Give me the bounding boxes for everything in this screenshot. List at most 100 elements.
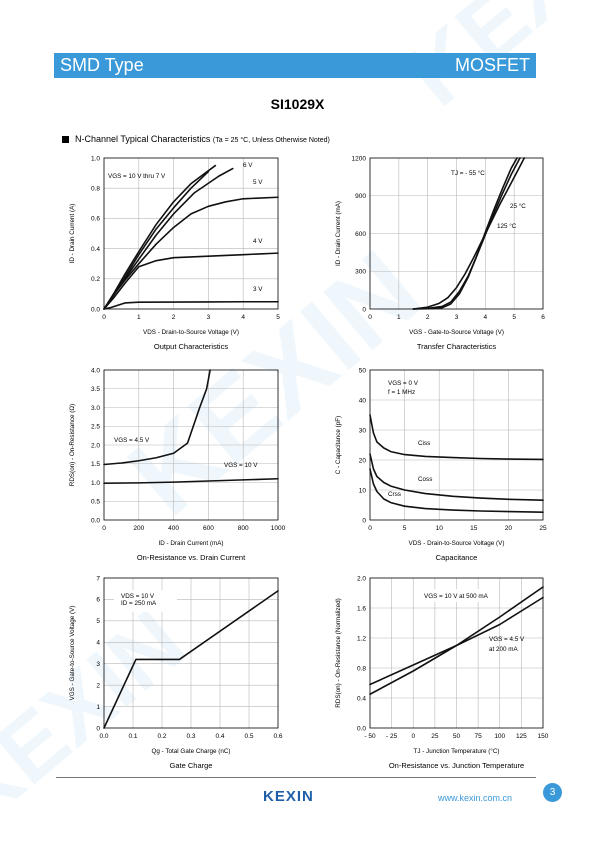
- output-series-3-line: [103, 167, 234, 310]
- page-number-badge: 3: [543, 783, 562, 802]
- part-number-title: SI1029X: [270, 96, 325, 112]
- gate-charge-x-tick-label: 0.5: [244, 733, 253, 740]
- on-resistance-tj-x-tick-label: - 25: [386, 733, 398, 740]
- transfer-annotation-3: 125 °C: [497, 222, 517, 230]
- on-resistance-id-y-tick-label: 2.5: [91, 424, 100, 431]
- gate-charge-y-tick-label: 4: [96, 640, 100, 647]
- on-resistance-tj-x-tick-label: 100: [494, 733, 505, 740]
- on-resistance-tj-y-axis-label: RDS(on) - On-Resistance (Normalized): [335, 598, 342, 708]
- output-y-tick-label: 1.0: [91, 155, 100, 162]
- device-type-label: SMD Type: [60, 55, 144, 75]
- header-bar: SMD Type MOSFET: [54, 53, 536, 78]
- on-resistance-tj-x-axis-label: TJ - Junction Temperature (°C): [413, 747, 499, 755]
- transfer-series-3-line: [412, 157, 526, 310]
- capacitance-y-tick-label: 0: [362, 517, 366, 524]
- output-annotation-3: 5 V: [253, 179, 263, 186]
- output-x-axis-label: VDS - Drain-to-Source Voltage (V): [143, 329, 239, 336]
- output-y-tick-label: 0.0: [91, 306, 100, 313]
- transfer-chart-title: Transfer Characteristics: [417, 342, 497, 351]
- transfer-y-tick-label: 600: [355, 231, 366, 238]
- on-resistance-tj-y-tick-label: 0.4: [357, 695, 366, 702]
- output-series-4-line: [103, 196, 279, 310]
- transfer-y-tick-label: 1200: [352, 155, 367, 162]
- on-resistance-tj-series-2-line: [369, 596, 544, 686]
- capacitance-x-tick-label: 5: [403, 525, 407, 532]
- gate-charge-y-tick-label: 5: [96, 618, 100, 625]
- on-resistance-tj-chart-title: On-Resistance vs. Junction Temperature: [389, 761, 524, 770]
- output-plot-frame: [103, 157, 279, 310]
- section-bullet-icon: [62, 136, 69, 143]
- on-resistance-id-x-tick-label: 600: [203, 525, 214, 532]
- output-series-6-line: [103, 300, 279, 310]
- gate-charge-x-tick-label: 0.0: [99, 733, 108, 740]
- capacitance-series-3-line: [369, 468, 544, 514]
- transfer-x-tick-label: 1: [397, 314, 401, 321]
- on-resistance-tj-x-tick-label: 50: [453, 733, 461, 740]
- transfer-plot-frame: [369, 157, 544, 310]
- transfer-x-tick-label: 3: [455, 314, 459, 321]
- on-resistance-tj-annotation-1: VGS = 10 V at 500 mA: [424, 593, 489, 600]
- capacitance-series-1-line: [369, 414, 544, 461]
- transfer-x-tick-label: 0: [368, 314, 372, 321]
- on-resistance-id-y-tick-label: 3.0: [91, 405, 100, 412]
- on-resistance-tj-x-tick-label: - 50: [364, 733, 376, 740]
- output-y-tick-label: 0.8: [91, 186, 100, 193]
- on-resistance-id-x-tick-label: 1000: [271, 525, 286, 532]
- on-resistance-tj-x-tick-label: 25: [431, 733, 439, 740]
- capacitance-x-axis-label: VDS - Drain-to-Source Voltage (V): [409, 540, 505, 547]
- section-title: N-Channel Typical Characteristics: [75, 134, 211, 144]
- footer-url[interactable]: www.kexin.com.cn: [438, 793, 513, 803]
- on-resistance-id-y-tick-label: 4.0: [91, 367, 100, 374]
- on-resistance-tj-annotation-2: VGS = 4.5 V: [489, 636, 525, 643]
- output-annotation-5: 3 V: [253, 286, 263, 293]
- capacitance-x-tick-label: 0: [368, 525, 372, 532]
- capacitance-annotation-1: VGS = 0 V: [388, 380, 419, 387]
- on-resistance-tj-annotation-box: [420, 589, 498, 602]
- transfer-x-tick-label: 4: [484, 314, 488, 321]
- gate-charge-y-tick-label: 2: [96, 682, 100, 689]
- output-annotation-2: 6 V: [243, 162, 253, 169]
- gate-charge-y-tick-label: 6: [96, 597, 100, 604]
- gate-charge-annotation-1: VDS = 10 V: [121, 593, 155, 600]
- capacitance-x-tick-label: 25: [539, 525, 547, 532]
- footer-divider: [56, 777, 536, 778]
- section-conditions-note: (Ta = 25 °C, Unless Otherwise Noted): [212, 137, 330, 144]
- output-annotation-1: VGS = 10 V thru 7 V: [108, 173, 166, 180]
- transfer-y-tick-label: 300: [355, 269, 366, 276]
- on-resistance-tj-annotation-3: at 200 mA: [489, 646, 519, 653]
- capacitance-x-tick-label: 15: [470, 525, 478, 532]
- on-resistance-tj-y-tick-label: 1.2: [357, 635, 366, 642]
- capacitance-chart-title: Capacitance: [436, 553, 478, 562]
- on-resistance-id-annotation-1: VGS = 4.5 V: [114, 437, 150, 444]
- on-resistance-id-y-tick-label: 1.0: [91, 480, 100, 487]
- on-resistance-id-x-tick-label: 800: [238, 525, 249, 532]
- output-y-tick-label: 0.4: [91, 246, 100, 253]
- on-resistance-tj-x-tick-label: 75: [475, 733, 483, 740]
- on-resistance-tj-x-tick-label: 125: [516, 733, 527, 740]
- on-resistance-tj-x-tick-label: 150: [538, 733, 549, 740]
- gate-charge-x-tick-label: 0.4: [215, 733, 224, 740]
- transfer-x-tick-label: 6: [541, 314, 545, 321]
- gate-charge-x-axis-label: Qg - Total Gate Charge (nC): [152, 748, 231, 755]
- gate-charge-y-tick-label: 7: [96, 575, 100, 582]
- on-resistance-id-series-2-line: [103, 477, 279, 485]
- gate-charge-x-tick-label: 0.3: [186, 733, 195, 740]
- output-annotation-4: 4 V: [253, 238, 263, 245]
- capacitance-x-tick-label: 10: [436, 525, 444, 532]
- capacitance-annotation-4: Coss: [418, 476, 432, 483]
- on-resistance-id-x-axis-label: ID - Drain Current (mA): [158, 540, 223, 547]
- on-resistance-tj-y-tick-label: 2.0: [357, 575, 366, 582]
- on-resistance-id-annotation-2: VGS = 10 V: [224, 462, 258, 469]
- output-y-tick-label: 0.2: [91, 276, 100, 283]
- output-series-1-line: [103, 164, 217, 310]
- on-resistance-tj-y-tick-label: 0.8: [357, 665, 366, 672]
- output-x-tick-label: 3: [207, 314, 211, 321]
- gate-charge-x-tick-label: 0.6: [273, 733, 282, 740]
- capacitance-y-tick-label: 40: [359, 397, 367, 404]
- on-resistance-id-x-tick-label: 400: [168, 525, 179, 532]
- transfer-y-tick-label: 0: [362, 306, 366, 313]
- output-y-axis-label: ID - Drain Current (A): [69, 204, 76, 264]
- capacitance-annotation-2: f = 1 MHz: [388, 389, 415, 396]
